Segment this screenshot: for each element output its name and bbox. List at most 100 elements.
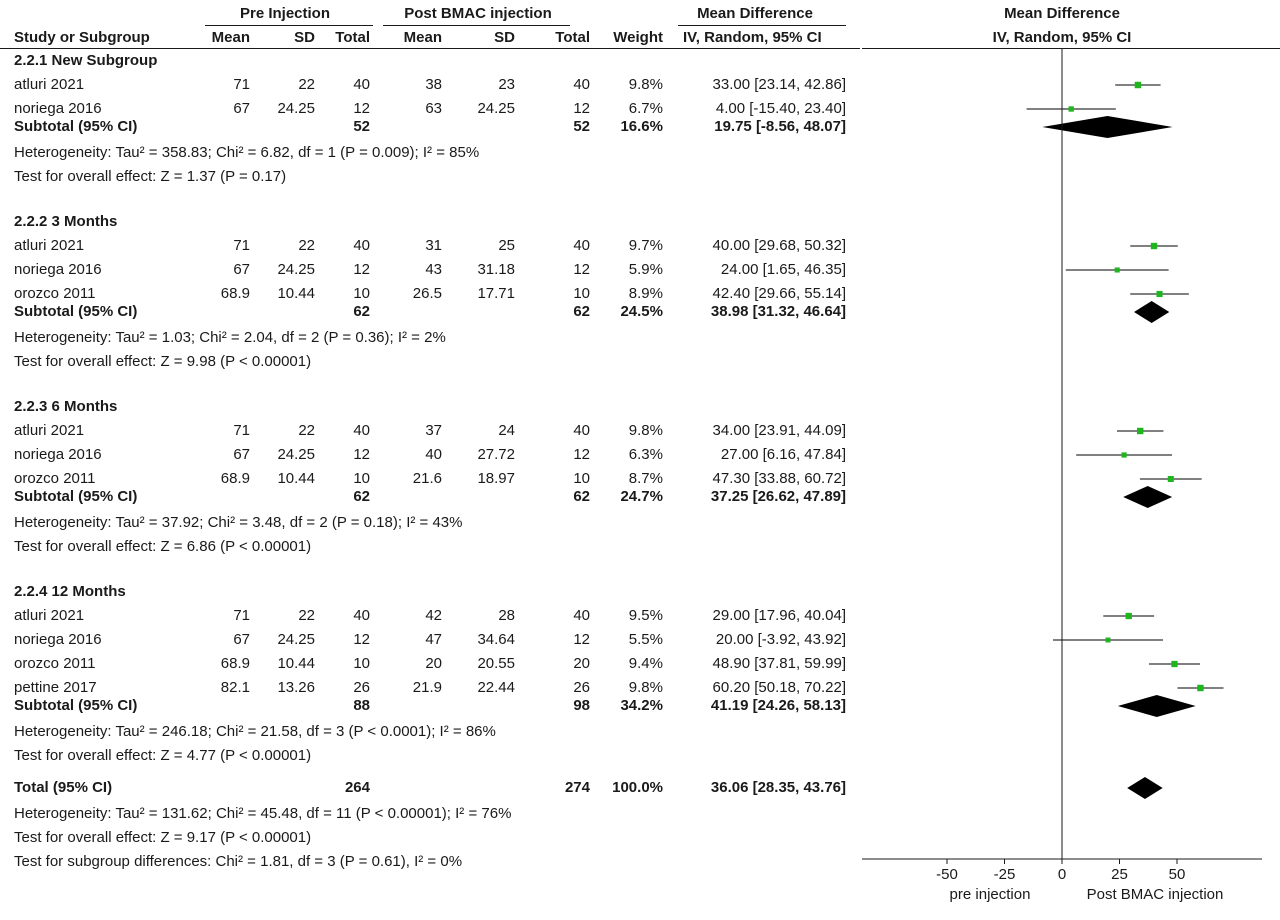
total-diamond (1127, 777, 1163, 799)
plot-title: Mean Difference (1004, 5, 1120, 22)
total1-value: 10 (353, 285, 370, 302)
group1-header: Pre Injection (239, 5, 331, 22)
subtotal-weight: 24.5% (620, 303, 663, 320)
mean1-value: 67 (233, 631, 250, 648)
subtotal-weight: 24.7% (620, 488, 663, 505)
total1-value: 40 (353, 422, 370, 439)
subtotal-ci: 19.75 [-8.56, 48.07] (714, 118, 846, 135)
subtotal-diamond (1042, 116, 1173, 138)
weight-value: 9.5% (628, 607, 663, 624)
sd1-value: 22 (298, 607, 315, 624)
effect-square (1136, 427, 1144, 435)
x-tick-label: 25 (1111, 866, 1128, 883)
study-name: orozco 2011 (14, 285, 96, 302)
sd1-value: 22 (298, 422, 315, 439)
study-name: atluri 2021 (14, 237, 85, 254)
weight-value: 9.7% (628, 237, 663, 254)
total1-value: 40 (353, 607, 370, 624)
study-name: noriega 2016 (14, 446, 102, 463)
mean1-value: 71 (233, 237, 250, 254)
subgroup-title: 2.2.2 3 Months (14, 213, 118, 230)
effect-square (1121, 452, 1127, 458)
subtotal-diamond (1123, 486, 1173, 508)
effect-square (1114, 267, 1120, 273)
subtotal-diamond (1117, 695, 1196, 717)
mean1-value: 67 (233, 261, 250, 278)
study-name: noriega 2016 (14, 261, 102, 278)
grand-total2: 274 (564, 779, 590, 796)
sd1-header: SD (294, 29, 315, 46)
subgroup-title: 2.2.1 New Subgroup (14, 52, 158, 69)
mean2-value: 63 (425, 100, 442, 117)
subtotal-total2: 52 (573, 118, 590, 135)
subgroup-title: 2.2.3 6 Months (14, 398, 118, 415)
sd2-value: 22.44 (477, 679, 515, 696)
total1-value: 10 (353, 655, 370, 672)
ci-value: 60.20 [50.18, 70.22] (712, 679, 846, 696)
effect-square (1125, 612, 1132, 620)
study-name: noriega 2016 (14, 100, 102, 117)
mean2-value: 21.6 (412, 470, 442, 487)
right-direction-label: Post BMAC injection (1086, 886, 1224, 903)
subtotal-total1: 88 (353, 697, 370, 714)
mean2-value: 20 (425, 655, 442, 672)
total1-value: 10 (353, 470, 370, 487)
study-name: atluri 2021 (14, 422, 85, 439)
mean2-value: 47 (425, 631, 442, 648)
total2-value: 12 (573, 446, 590, 463)
sd2-value: 31.18 (477, 261, 515, 278)
sd2-value: 24.25 (477, 100, 515, 117)
mean1-value: 68.9 (220, 470, 250, 487)
ci-value: 40.00 [29.68, 50.32] (712, 237, 846, 254)
study-name: orozco 2011 (14, 470, 96, 487)
plot-method: IV, Random, 95% CI (992, 29, 1132, 46)
left-direction-label: pre injection (949, 886, 1031, 903)
overall-effect-text: Test for overall effect: Z = 6.86 (P < 0… (14, 538, 312, 555)
sd2-value: 23 (498, 76, 515, 93)
md-underline (678, 25, 846, 26)
weight-value: 8.9% (628, 285, 663, 302)
group2-underline (383, 25, 570, 26)
weight-value: 9.8% (628, 679, 663, 696)
method-header: IV, Random, 95% CI (683, 29, 822, 46)
mean2-value: 26.5 (412, 285, 442, 302)
total1-value: 12 (353, 261, 370, 278)
mean2-value: 42 (425, 607, 442, 624)
effect-square (1167, 475, 1174, 483)
weight-value: 9.4% (628, 655, 663, 672)
mean2-value: 43 (425, 261, 442, 278)
total2-value: 12 (573, 261, 590, 278)
grand-weight: 100.0% (612, 779, 663, 796)
mean1-value: 71 (233, 607, 250, 624)
study-column-header: Study or Subgroup (14, 29, 150, 46)
sd1-value: 22 (298, 237, 315, 254)
subtotal-weight: 34.2% (620, 697, 663, 714)
study-name: pettine 2017 (14, 679, 97, 696)
total1-value: 12 (353, 100, 370, 117)
total2-value: 40 (573, 76, 590, 93)
mean1-value: 67 (233, 100, 250, 117)
sd1-value: 24.25 (277, 261, 315, 278)
subtotal-label: Subtotal (95% CI) (14, 697, 138, 714)
total2-value: 10 (573, 285, 590, 302)
ci-value: 24.00 [1.65, 46.35] (720, 261, 846, 278)
study-name: noriega 2016 (14, 631, 102, 648)
sd1-value: 10.44 (277, 285, 315, 302)
mean1-header: Mean (211, 29, 250, 46)
effect-square (1156, 290, 1163, 298)
mean1-value: 71 (233, 76, 250, 93)
sd1-value: 24.25 (277, 631, 315, 648)
ci-value: 27.00 [6.16, 47.84] (720, 446, 846, 463)
sd2-value: 24 (498, 422, 515, 439)
x-tick-label: -25 (994, 866, 1016, 883)
total1-value: 40 (353, 237, 370, 254)
total1-value: 12 (353, 446, 370, 463)
heterogeneity-text: Heterogeneity: Tau² = 37.92; Chi² = 3.48… (14, 514, 463, 531)
mean1-value: 68.9 (220, 285, 250, 302)
study-name: orozco 2011 (14, 655, 96, 672)
sd1-value: 24.25 (277, 100, 315, 117)
effect-square (1171, 660, 1178, 668)
effect-square (1105, 637, 1111, 643)
effect-square (1134, 81, 1142, 89)
mean1-value: 68.9 (220, 655, 250, 672)
